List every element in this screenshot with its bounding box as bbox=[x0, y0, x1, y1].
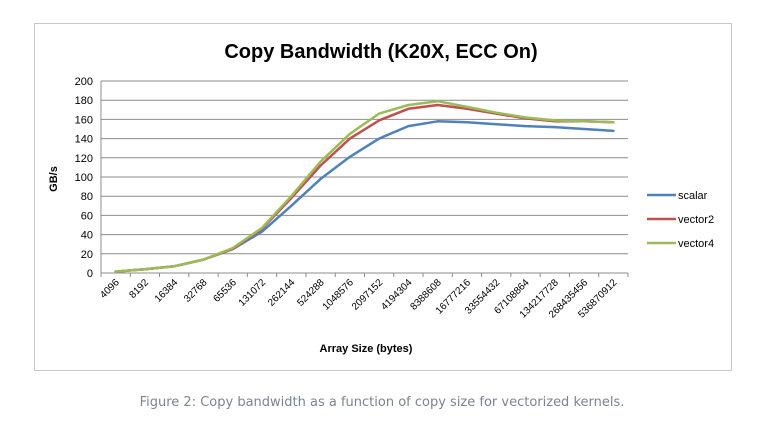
y-tick-label: 180 bbox=[75, 95, 93, 107]
x-tick-label: 32768 bbox=[182, 277, 210, 305]
y-tick-label: 100 bbox=[75, 172, 93, 184]
legend-label-vector2: vector2 bbox=[678, 214, 714, 226]
y-tick-label: 80 bbox=[81, 191, 93, 203]
x-tick-label: 262144 bbox=[266, 277, 298, 309]
y-tick-label: 40 bbox=[81, 230, 93, 242]
x-axis-title: Array Size (bytes) bbox=[320, 343, 413, 355]
x-tick-label: 1048576 bbox=[321, 277, 357, 313]
y-tick-label: 120 bbox=[75, 153, 93, 165]
x-tick-labels: 4096 8192 16384 32768 6553613107226214452428… bbox=[98, 277, 620, 320]
x-tick-label: 65536 bbox=[211, 277, 239, 305]
series-lines bbox=[114, 99, 615, 273]
x-tick-label: 131072 bbox=[237, 277, 269, 309]
y-tick-labels: 0 20 40 60 80 100 120 140 160 180 200 bbox=[75, 76, 93, 280]
x-tick-label: 2097152 bbox=[350, 277, 386, 313]
y-tick-label: 160 bbox=[75, 114, 93, 126]
y-tick-label: 0 bbox=[87, 268, 93, 280]
axes bbox=[100, 81, 629, 277]
y-tick-label: 20 bbox=[81, 249, 93, 261]
x-tick-label: 16384 bbox=[153, 277, 181, 305]
legend-label-scalar: scalar bbox=[678, 190, 708, 202]
y-tick-label: 140 bbox=[75, 134, 93, 146]
series-line-vector2 bbox=[114, 103, 615, 273]
x-tick-label: 4194304 bbox=[379, 277, 415, 313]
y-tick-label: 200 bbox=[75, 76, 93, 88]
chart-title: Copy Bandwidth (K20X, ECC On) bbox=[224, 41, 537, 63]
legend-label-vector4: vector4 bbox=[678, 238, 714, 250]
series-line-vector4 bbox=[114, 99, 615, 273]
chart-svg: Copy Bandwidth (K20X, ECC On) 0 20 40 60 80 1… bbox=[48, 41, 714, 355]
figure-caption: Figure 2: Copy bandwidth as a function o… bbox=[139, 395, 625, 410]
legend: scalar vector2 vector4 bbox=[647, 190, 714, 250]
y-tick-label: 60 bbox=[81, 210, 93, 222]
y-axis-title: GB/s bbox=[48, 166, 60, 192]
x-tick-label: 4096 bbox=[98, 277, 122, 301]
x-tick-label: 8192 bbox=[128, 277, 152, 301]
grid-lines bbox=[101, 80, 628, 255]
chart-container: Copy Bandwidth (K20X, ECC On) 0 20 40 60 80 1… bbox=[34, 23, 732, 371]
